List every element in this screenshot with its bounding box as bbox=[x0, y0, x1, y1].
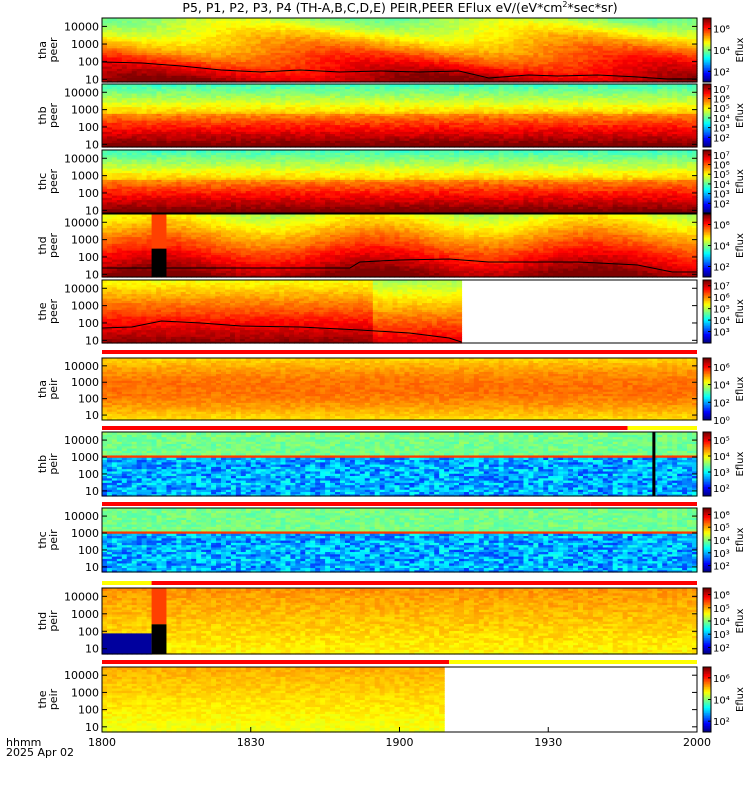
colorbar-tick-label: 10⁴ bbox=[713, 46, 730, 57]
tha-peer-panel: 10 100 1000 10000 thapeer 10² 10⁴ 10⁶ Eflux bbox=[36, 18, 746, 86]
summary-plot: P5, P1, P2, P3, P4 (TH-A,B,C,D,E) PEIR,P… bbox=[0, 0, 750, 800]
thb-peer-panel: 10100100010000thbpeer10²10³10⁴10⁵10⁶10⁷E… bbox=[36, 84, 746, 151]
y-tick-label: 10000 bbox=[64, 20, 99, 33]
y-tick-label: 1000 bbox=[71, 38, 99, 51]
spectrogram-panels: 10 100 1000 10000 thapeer 10² 10⁴ 10⁶ Eflux 10100… bbox=[36, 18, 746, 734]
colorbar-tick-label: 10⁶ bbox=[713, 25, 730, 36]
plot-title: P5, P1, P2, P3, P4 (TH-A,B,C,D,E) PEIR,P… bbox=[182, 0, 617, 15]
panel-ylabel: thapeer bbox=[36, 37, 60, 63]
colorbar-label: Eflux bbox=[735, 37, 746, 62]
y-tick-label: 100 bbox=[78, 56, 99, 69]
tha-peer-colorbar: 10² 10⁴ 10⁶ Eflux bbox=[703, 18, 746, 83]
y-tick-label: 10 bbox=[85, 73, 99, 86]
colorbar-tick-label: 10² bbox=[713, 67, 730, 78]
